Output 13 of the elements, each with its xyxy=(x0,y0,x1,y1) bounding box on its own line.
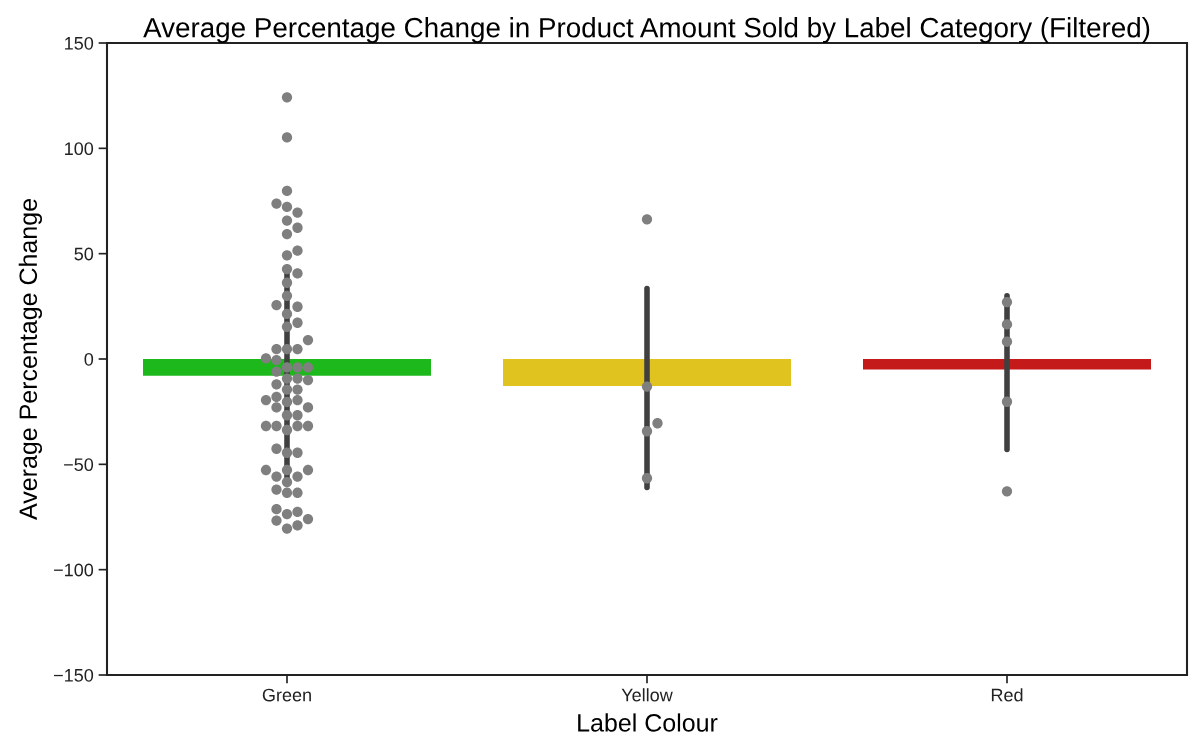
x-tick-label: Yellow xyxy=(621,688,673,702)
y-tick-label: −100 xyxy=(54,563,94,577)
y-tick-label: 50 xyxy=(74,247,94,261)
y-axis-title: Average Percentage Change xyxy=(18,199,43,520)
y-tick-label: −50 xyxy=(64,458,94,472)
chart-title: Average Percentage Change in Product Amount Sold by Label Category (Filtered) xyxy=(143,17,1150,43)
y-tick-label: 150 xyxy=(65,36,94,50)
x-axis-title: Label Colour xyxy=(578,713,718,732)
y-tick-label: 100 xyxy=(65,142,94,156)
y-tick-label: 0 xyxy=(84,352,94,366)
x-tick-label: Red xyxy=(991,688,1023,702)
y-tick-label: −150 xyxy=(54,668,94,682)
x-tick-label: Green xyxy=(262,688,311,702)
